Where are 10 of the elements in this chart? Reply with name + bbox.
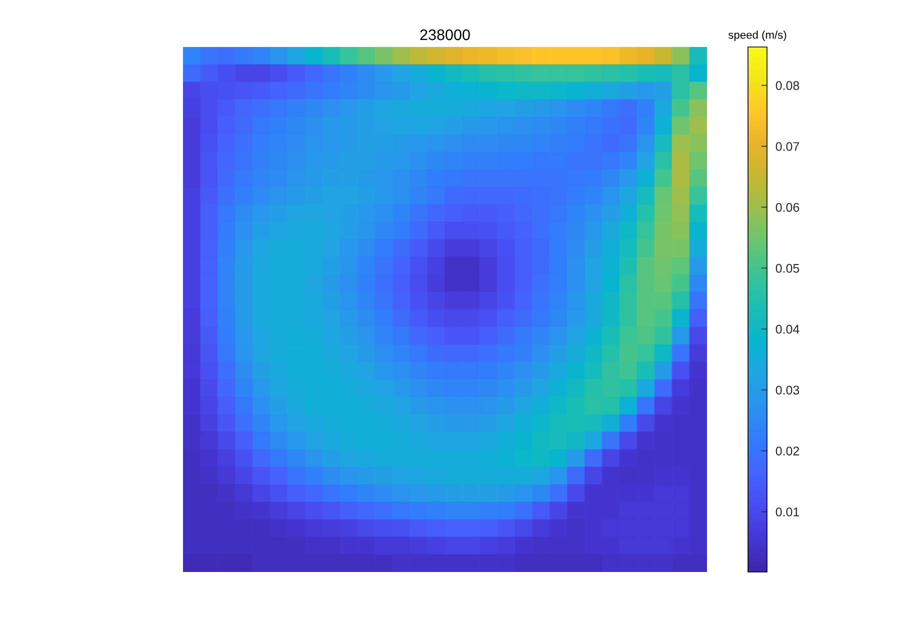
color-bar-label: 0.01	[776, 508, 800, 516]
color-bar-label: 0.08	[776, 81, 800, 90]
color-bar-label: 0.03	[776, 386, 800, 395]
chart-title: 238000	[420, 29, 470, 40]
color-bar-label: 0.06	[776, 202, 800, 212]
color-bar-label: 0.05	[776, 264, 800, 273]
color-bar-label: 0.02	[776, 446, 800, 456]
color-bar-title: speed (m/s)	[728, 30, 786, 41]
color-bar-label: 0.07	[776, 142, 800, 151]
color-bar-label: 0.04	[776, 324, 800, 334]
